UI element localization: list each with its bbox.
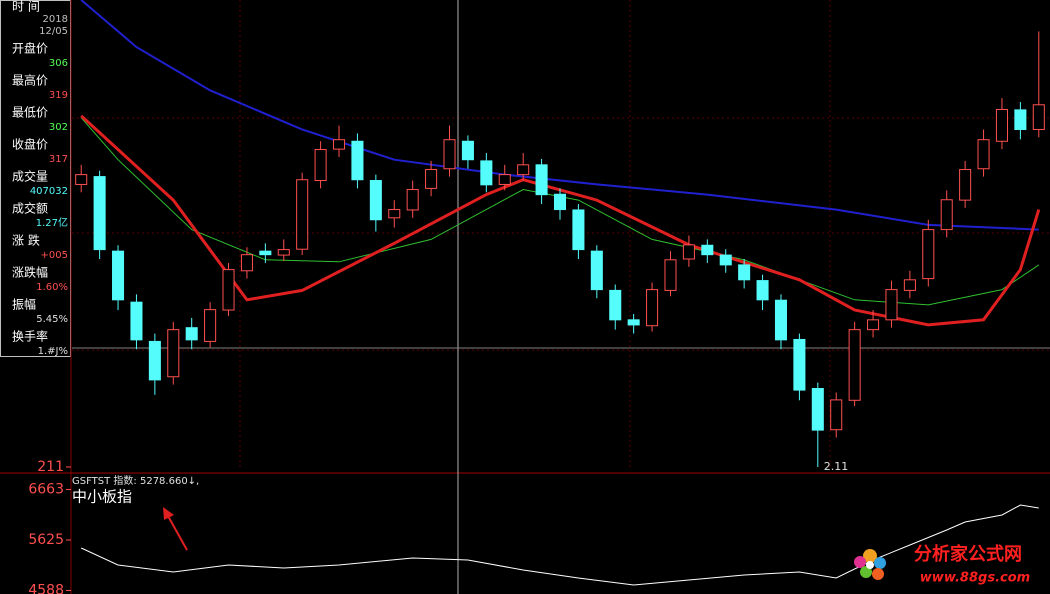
candle-body — [93, 176, 106, 251]
candle-body — [112, 250, 125, 301]
candle-body — [627, 319, 640, 326]
candle-body — [774, 299, 788, 341]
candle-body — [590, 250, 603, 291]
low-annotation: 2.11 — [824, 460, 849, 473]
info-label: 成交量 — [12, 169, 48, 184]
info-panel — [0, 0, 71, 357]
info-label: 开盘价 — [12, 41, 48, 56]
info-label: 涨跌幅 — [12, 265, 48, 280]
info-value: 12/05 — [39, 26, 68, 37]
candle-body — [222, 269, 235, 311]
candle-body — [148, 340, 161, 381]
y-tick-label: 5625 — [28, 532, 64, 548]
candle-body — [461, 140, 474, 161]
candle-body — [425, 169, 438, 189]
info-value: 319 — [49, 90, 68, 101]
watermark-logo — [854, 549, 886, 580]
info-label: 振幅 — [12, 297, 36, 312]
info-value: 317 — [49, 154, 68, 165]
candle-body — [719, 254, 732, 266]
candle-body — [995, 108, 1008, 142]
candle-body — [517, 164, 530, 176]
candle-body — [406, 189, 419, 211]
y-tick-label: 4588 — [28, 582, 64, 594]
candle-body — [701, 244, 714, 256]
info-value: 302 — [49, 122, 68, 133]
candle-body — [848, 329, 861, 401]
info-value: +005 — [41, 250, 68, 261]
candle-body — [922, 229, 935, 280]
info-label: 收盘价 — [12, 137, 48, 152]
candle-body — [130, 301, 143, 341]
info-label: 最高价 — [12, 73, 48, 88]
y-tick-label: 211 — [37, 459, 64, 475]
candle-body — [388, 209, 401, 219]
candle-body — [480, 160, 493, 186]
candle-body — [793, 338, 806, 391]
candle-body — [314, 149, 327, 182]
info-value: 1.27亿 — [36, 216, 68, 229]
candle-body — [204, 309, 217, 342]
candle-body — [498, 174, 511, 185]
info-label: 最低价 — [12, 106, 48, 120]
candle-body — [609, 289, 622, 321]
indicator-title: 中小板指 — [72, 488, 132, 506]
moving-average — [80, 114, 1041, 327]
info-value: 5.45% — [36, 314, 68, 325]
candle-body — [959, 169, 972, 201]
candle-body — [443, 139, 456, 170]
candle-body — [811, 388, 824, 431]
candle-body — [296, 179, 309, 250]
candle-body — [332, 139, 346, 150]
info-value: 1.60% — [36, 282, 68, 293]
arrow — [163, 507, 188, 551]
candle-body — [369, 180, 382, 221]
candle-body — [572, 209, 585, 251]
plot — [75, 0, 1045, 586]
candle-body — [185, 327, 198, 341]
candle-body — [885, 289, 898, 321]
candle-body — [259, 250, 272, 256]
index-line — [80, 504, 1039, 586]
candle-body — [830, 399, 843, 431]
candle-body — [646, 289, 659, 327]
info-label: 时 间 — [12, 0, 40, 14]
candle-body — [682, 244, 695, 260]
indicator-legend: GSFTST 指数: 5278.660↓, — [72, 474, 199, 487]
candle-body — [240, 254, 253, 272]
moving-average — [80, 117, 1040, 306]
candle-body — [867, 319, 880, 331]
watermark-name: 分析家公式网 — [914, 543, 1022, 565]
info-label: 成交额 — [12, 201, 48, 216]
info-label: 涨 跌 — [12, 233, 40, 248]
candle-body — [903, 279, 916, 291]
candle-body — [167, 329, 180, 378]
candle-body — [940, 199, 953, 231]
candle-body — [75, 174, 88, 185]
grid — [72, 0, 1050, 470]
info-value: 407032 — [30, 186, 68, 197]
candle-body — [1032, 104, 1045, 131]
candle-body — [1014, 109, 1027, 131]
watermark-url: www.88gs.com — [920, 571, 1030, 586]
candle-body — [738, 264, 751, 281]
info-value: 306 — [49, 58, 68, 69]
candle-body — [535, 164, 548, 196]
info-value: 2018 — [43, 14, 68, 25]
candle-body — [351, 140, 364, 181]
info-value: 1.#J% — [38, 346, 68, 357]
candle-body — [553, 193, 567, 211]
candle-body — [977, 139, 990, 170]
candle-body — [664, 259, 677, 291]
info-label: 换手率 — [12, 329, 48, 344]
candle-body — [756, 280, 769, 301]
candle-body — [277, 249, 290, 256]
y-tick-label: 6663 — [28, 481, 64, 497]
